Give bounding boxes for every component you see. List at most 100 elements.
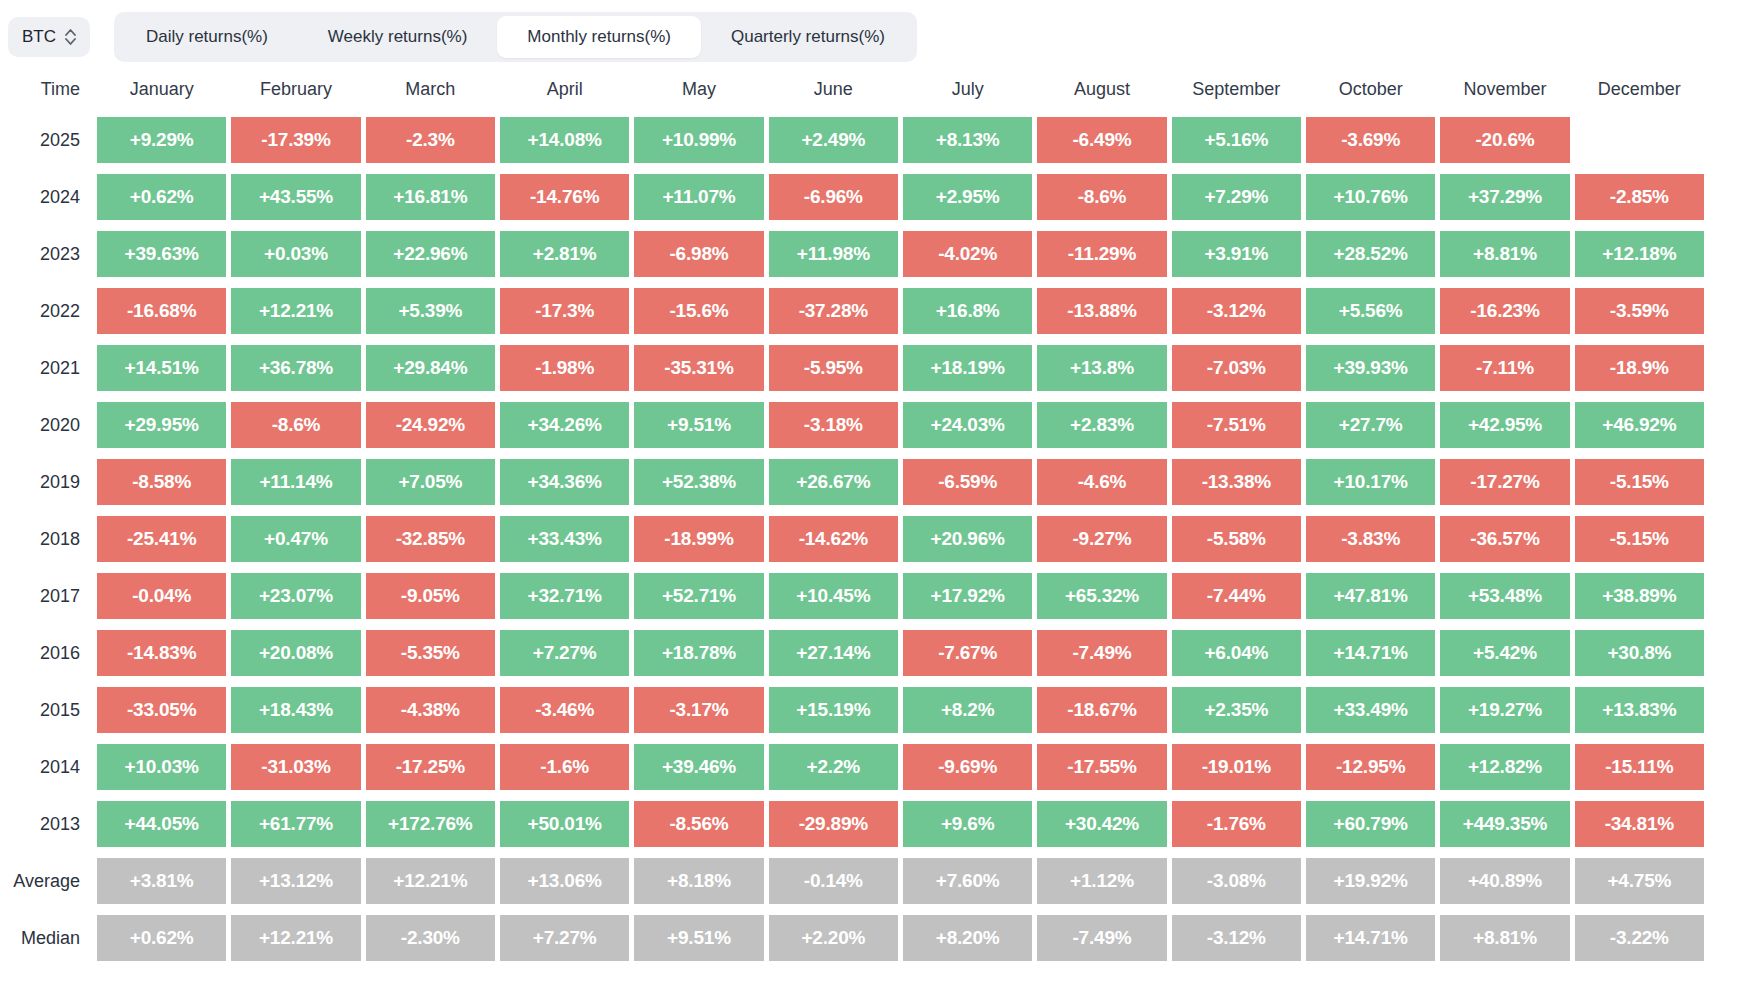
return-cell: -11.29% xyxy=(1037,231,1166,277)
return-cell: +14.71% xyxy=(1306,630,1435,676)
return-cell: +23.07% xyxy=(231,573,360,619)
return-cell: -14.83% xyxy=(97,630,226,676)
column-header: April xyxy=(500,72,629,106)
empty-cell xyxy=(1575,117,1704,163)
return-cell: +16.8% xyxy=(903,288,1032,334)
return-cell: +7.27% xyxy=(500,630,629,676)
return-cell: +5.16% xyxy=(1172,117,1301,163)
return-cell: +8.18% xyxy=(634,858,763,904)
return-cell: -36.57% xyxy=(1440,516,1569,562)
updown-chevron-icon xyxy=(65,29,76,45)
row-label: 2018 xyxy=(8,516,92,562)
return-cell: -1.98% xyxy=(500,345,629,391)
return-cell: +10.17% xyxy=(1306,459,1435,505)
row-label: 2024 xyxy=(8,174,92,220)
tab-weekly-returns[interactable]: Weekly returns(%) xyxy=(298,16,498,58)
return-cell: +0.03% xyxy=(231,231,360,277)
return-cell: -31.03% xyxy=(231,744,360,790)
return-cell: +40.89% xyxy=(1440,858,1569,904)
row-label: 2025 xyxy=(8,117,92,163)
return-cell: -5.58% xyxy=(1172,516,1301,562)
return-cell: +47.81% xyxy=(1306,573,1435,619)
return-cell: -5.15% xyxy=(1575,459,1704,505)
return-cell: -17.39% xyxy=(231,117,360,163)
return-cell: -29.89% xyxy=(769,801,898,847)
row-label: 2017 xyxy=(8,573,92,619)
return-cell: +13.06% xyxy=(500,858,629,904)
return-cell: +19.92% xyxy=(1306,858,1435,904)
return-cell: -0.04% xyxy=(97,573,226,619)
return-cell: +22.96% xyxy=(366,231,495,277)
time-column-header: Time xyxy=(8,72,92,106)
return-cell: +4.75% xyxy=(1575,858,1704,904)
return-cell: +14.08% xyxy=(500,117,629,163)
return-cell: +29.84% xyxy=(366,345,495,391)
return-cell: +39.46% xyxy=(634,744,763,790)
return-cell: -4.38% xyxy=(366,687,495,733)
return-cell: +50.01% xyxy=(500,801,629,847)
return-cell: +7.05% xyxy=(366,459,495,505)
return-cell: -15.6% xyxy=(634,288,763,334)
return-cell: +14.51% xyxy=(97,345,226,391)
return-cell: +9.29% xyxy=(97,117,226,163)
return-cell: +2.83% xyxy=(1037,402,1166,448)
tab-monthly-returns[interactable]: Monthly returns(%) xyxy=(497,16,701,58)
return-cell: -17.25% xyxy=(366,744,495,790)
return-cell: -32.85% xyxy=(366,516,495,562)
return-cell: -6.98% xyxy=(634,231,763,277)
return-cell: +8.81% xyxy=(1440,915,1569,961)
return-cell: +36.78% xyxy=(231,345,360,391)
return-cell: -9.69% xyxy=(903,744,1032,790)
row-label: 2020 xyxy=(8,402,92,448)
return-cell: -5.35% xyxy=(366,630,495,676)
return-cell: +17.92% xyxy=(903,573,1032,619)
return-cell: +9.51% xyxy=(634,915,763,961)
return-cell: -7.51% xyxy=(1172,402,1301,448)
return-cell: +52.38% xyxy=(634,459,763,505)
return-cell: +34.36% xyxy=(500,459,629,505)
return-cell: -2.3% xyxy=(366,117,495,163)
asset-selector-value: BTC xyxy=(22,27,56,47)
return-cell: +11.07% xyxy=(634,174,763,220)
return-cell: +28.52% xyxy=(1306,231,1435,277)
return-cell: +13.8% xyxy=(1037,345,1166,391)
return-cell: +2.35% xyxy=(1172,687,1301,733)
return-cell: -14.76% xyxy=(500,174,629,220)
return-cell: +13.12% xyxy=(231,858,360,904)
row-label: 2019 xyxy=(8,459,92,505)
return-cell: -7.44% xyxy=(1172,573,1301,619)
return-cell: -8.58% xyxy=(97,459,226,505)
return-cell: +27.7% xyxy=(1306,402,1435,448)
return-cell: -8.6% xyxy=(1037,174,1166,220)
return-cell: -3.08% xyxy=(1172,858,1301,904)
tab-daily-returns[interactable]: Daily returns(%) xyxy=(116,16,298,58)
return-cell: -34.81% xyxy=(1575,801,1704,847)
return-cell: -3.12% xyxy=(1172,288,1301,334)
return-cell: +7.60% xyxy=(903,858,1032,904)
row-label: 2013 xyxy=(8,801,92,847)
return-cell: +14.71% xyxy=(1306,915,1435,961)
return-cell: -13.38% xyxy=(1172,459,1301,505)
return-cell: -16.23% xyxy=(1440,288,1569,334)
returns-table: TimeJanuaryFebruaryMarchAprilMayJuneJuly… xyxy=(0,68,1754,969)
return-cell: -1.76% xyxy=(1172,801,1301,847)
topbar: BTC Daily returns(%) Weekly returns(%) M… xyxy=(0,0,1754,68)
return-cell: +46.92% xyxy=(1575,402,1704,448)
return-cell: +0.62% xyxy=(97,174,226,220)
return-cell: +5.56% xyxy=(1306,288,1435,334)
return-cell: -5.95% xyxy=(769,345,898,391)
tab-quarterly-returns[interactable]: Quarterly returns(%) xyxy=(701,16,915,58)
return-cell: +52.71% xyxy=(634,573,763,619)
return-cell: -19.01% xyxy=(1172,744,1301,790)
return-cell: -13.88% xyxy=(1037,288,1166,334)
asset-selector[interactable]: BTC xyxy=(8,17,90,57)
return-cell: -6.96% xyxy=(769,174,898,220)
return-cell: +8.20% xyxy=(903,915,1032,961)
column-header: September xyxy=(1172,72,1301,106)
return-cell: +18.19% xyxy=(903,345,1032,391)
return-cell: -33.05% xyxy=(97,687,226,733)
return-cell: +13.83% xyxy=(1575,687,1704,733)
return-cell: -6.59% xyxy=(903,459,1032,505)
return-cell: +65.32% xyxy=(1037,573,1166,619)
return-cell: +12.21% xyxy=(366,858,495,904)
